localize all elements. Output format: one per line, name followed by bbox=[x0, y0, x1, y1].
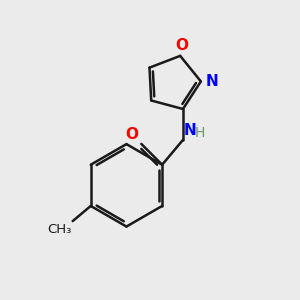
Text: N: N bbox=[205, 74, 218, 89]
Text: CH₃: CH₃ bbox=[47, 223, 71, 236]
Text: O: O bbox=[125, 128, 138, 142]
Text: O: O bbox=[175, 38, 188, 53]
Text: N: N bbox=[184, 123, 196, 138]
Text: H: H bbox=[194, 126, 205, 140]
